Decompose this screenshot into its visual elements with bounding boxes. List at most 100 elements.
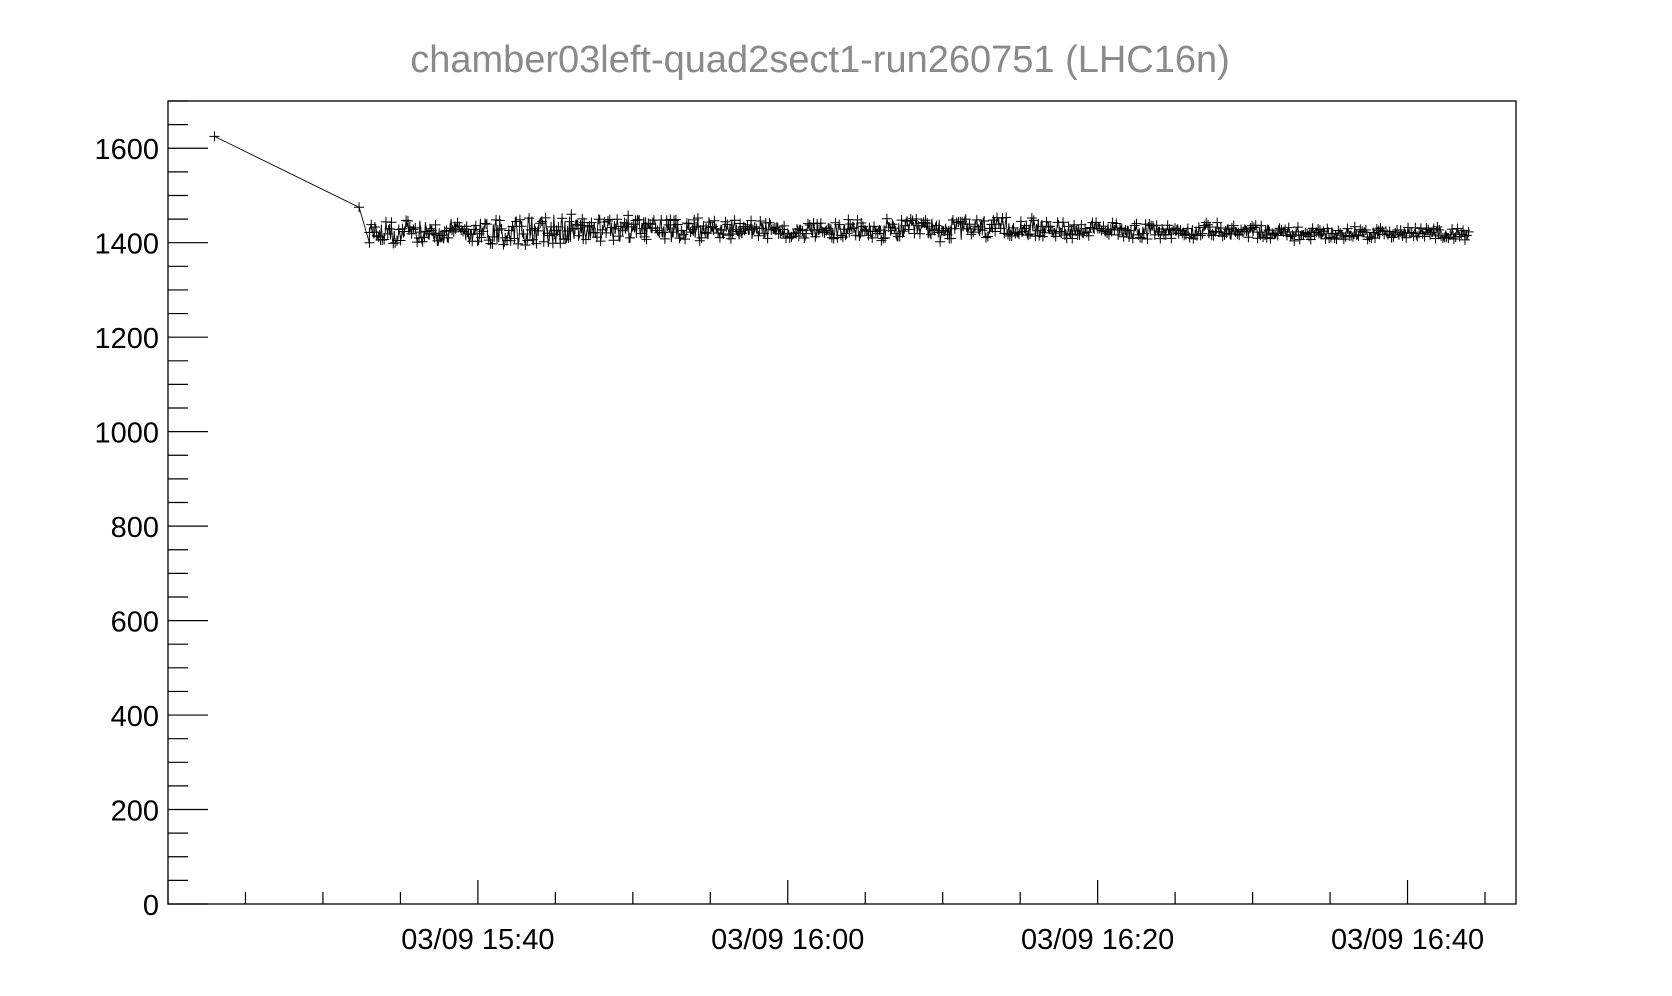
- data-point: [364, 237, 375, 248]
- data-point: [1047, 225, 1058, 236]
- data-point: [354, 202, 365, 213]
- data-point: [683, 218, 694, 229]
- data-point: [1349, 221, 1360, 232]
- data-point: [1421, 222, 1432, 233]
- data-point: [650, 222, 661, 233]
- data-point: [1039, 227, 1050, 238]
- data-point: [940, 223, 951, 234]
- data-point: [1021, 220, 1032, 231]
- data-point: [1212, 217, 1223, 228]
- data-point: [836, 230, 847, 241]
- data-point: [399, 226, 410, 237]
- data-point: [746, 215, 757, 226]
- data-point: [507, 221, 518, 232]
- data-point: [1252, 233, 1263, 244]
- data-point: [634, 214, 645, 225]
- data-series: [209, 131, 1474, 250]
- data-point: [569, 223, 580, 234]
- data-point: [1215, 222, 1226, 233]
- data-point: [1204, 221, 1215, 232]
- data-point: [395, 235, 406, 246]
- data-point: [729, 215, 740, 226]
- data-point: [672, 219, 683, 230]
- x-tick-label-1600: 03/09 16:00: [711, 924, 864, 956]
- data-point: [1162, 220, 1173, 231]
- data-point: [513, 238, 524, 249]
- data-point: [544, 230, 555, 241]
- data-point: [533, 225, 544, 236]
- data-point: [1458, 225, 1469, 236]
- data-point: [1197, 228, 1208, 239]
- data-point: [1182, 223, 1193, 234]
- data-point: [1256, 220, 1267, 231]
- data-point: [1430, 233, 1441, 244]
- data-point: [617, 225, 628, 236]
- data-point: [590, 227, 601, 238]
- data-point: [1054, 226, 1065, 237]
- data-point: [1425, 229, 1436, 240]
- data-point: [390, 237, 401, 248]
- data-point: [573, 230, 584, 241]
- data-point: [1160, 229, 1171, 240]
- data-point: [1384, 226, 1395, 237]
- data-point: [1272, 230, 1283, 241]
- data-point: [602, 216, 613, 227]
- data-point: [641, 234, 652, 245]
- data-point: [1291, 226, 1302, 237]
- data-point: [1335, 228, 1346, 239]
- data-point: [753, 230, 764, 241]
- data-point: [993, 219, 1004, 230]
- data-point: [637, 223, 648, 234]
- data-point: [903, 224, 914, 235]
- data-point: [709, 215, 720, 226]
- chart-title: chamber03left-quad2sect1-run260751 (LHC1…: [410, 39, 1230, 81]
- data-point: [1370, 233, 1381, 244]
- data-point: [1142, 233, 1153, 244]
- data-point: [524, 213, 535, 224]
- data-point: [681, 218, 692, 229]
- y-tick-label-1200: 1200: [94, 323, 159, 355]
- data-point: [1243, 232, 1254, 243]
- data-point: [1419, 231, 1430, 242]
- data-point: [424, 223, 435, 234]
- data-point: [601, 227, 612, 238]
- data-point: [415, 227, 426, 238]
- x-axis-tick-labels: 03/09 15:40 03/09 16:00 03/09 16:20 03/0…: [401, 924, 1484, 956]
- data-point: [564, 216, 575, 227]
- data-point: [931, 220, 942, 231]
- data-point: [489, 231, 500, 242]
- data-point: [1113, 229, 1124, 240]
- data-point: [1025, 228, 1036, 239]
- data-point: [487, 238, 498, 249]
- data-point: [1351, 229, 1362, 240]
- data-point: [531, 238, 542, 249]
- data-point: [619, 217, 630, 228]
- data-point: [680, 234, 691, 245]
- data-point: [848, 222, 859, 233]
- data-point: [1023, 230, 1034, 241]
- data-point: [1151, 220, 1162, 231]
- data-point: [443, 232, 454, 243]
- data-point: [463, 228, 474, 239]
- data-point: [1067, 233, 1078, 244]
- data-point: [716, 225, 727, 236]
- data-point: [1193, 222, 1204, 233]
- data-point: [384, 223, 395, 234]
- data-point: [1309, 230, 1320, 241]
- y-tick-label-1600: 1600: [94, 134, 159, 166]
- data-point: [593, 214, 604, 225]
- data-point: [843, 214, 854, 225]
- data-point: [795, 224, 806, 235]
- x-tick-label-1640: 03/09 16:40: [1331, 924, 1484, 956]
- data-point: [810, 231, 821, 242]
- data-point: [691, 221, 702, 232]
- data-point: [1454, 231, 1465, 242]
- data-point: [1129, 220, 1140, 231]
- data-point: [685, 227, 696, 238]
- data-point: [946, 233, 957, 244]
- y-tick-label-1400: 1400: [94, 229, 159, 261]
- data-point: [553, 221, 564, 232]
- data-point: [522, 235, 533, 246]
- data-point: [676, 225, 687, 236]
- data-point: [984, 223, 995, 234]
